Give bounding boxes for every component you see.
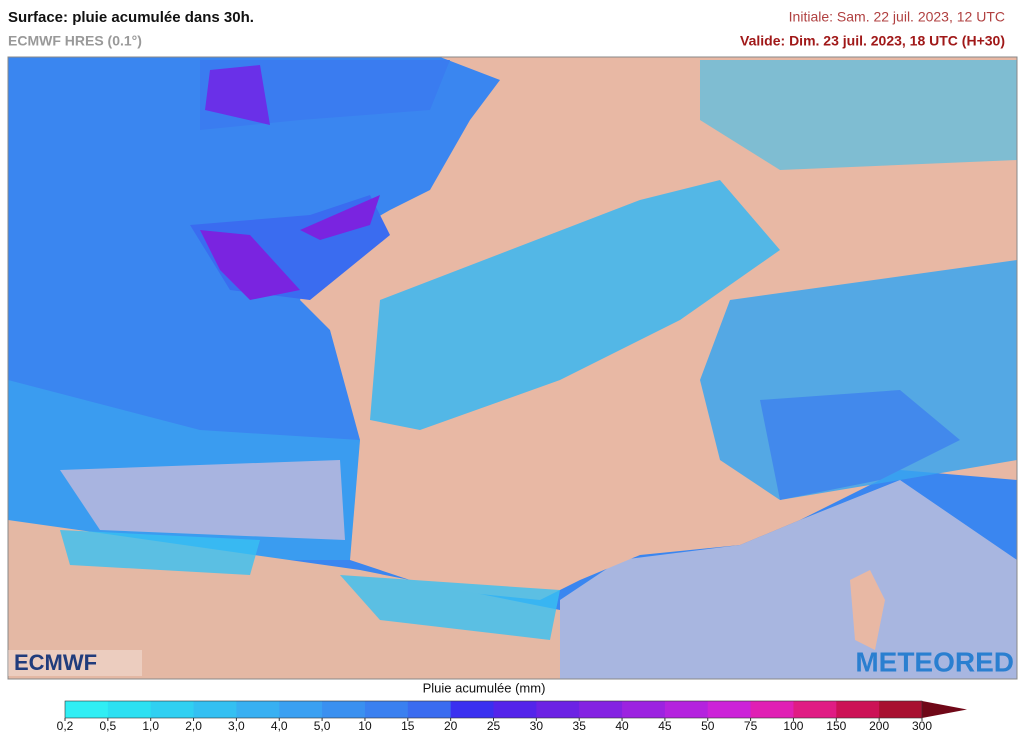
legend-label: 300 [912,719,932,733]
legend-swatch [450,701,494,718]
legend-swatch [707,701,752,718]
legend-arrow [922,701,967,718]
model-name: ECMWF HRES (0.1°) [8,33,142,49]
legend-label: 25 [487,719,501,733]
legend-swatch [493,701,537,718]
legend-label: 50 [701,719,715,733]
legend-swatch [579,701,623,718]
legend-label: 35 [573,719,587,733]
legend-label: 4,0 [271,719,288,733]
legend-swatch [664,701,709,718]
legend-swatch [322,701,366,718]
legend-label: 1,0 [142,719,159,733]
valid-time: Valide: Dim. 23 juil. 2023, 18 UTC (H+30… [740,33,1005,49]
legend-swatch [279,701,323,718]
legend-swatch [193,701,237,718]
legend-swatch [150,701,195,718]
legend-label: 150 [826,719,846,733]
initial-time: Initiale: Sam. 22 juil. 2023, 12 UTC [789,9,1005,25]
legend-swatch [236,701,280,718]
logo-box [8,650,142,676]
logo-meteored: METEORED [855,646,1014,677]
legend-label: 3,0 [228,719,245,733]
legend-label: 40 [615,719,629,733]
legend-label: 75 [744,719,758,733]
legend-swatch [107,701,152,718]
legend-swatch [407,701,452,718]
legend-swatch [364,701,409,718]
legend-label: 20 [444,719,458,733]
legend-label: 45 [658,719,672,733]
legend-label: 10 [358,719,372,733]
legend-swatch [536,701,580,718]
legend-swatch [750,701,794,718]
legend-label: 30 [530,719,544,733]
legend-label: 15 [401,719,415,733]
map [7,56,1018,680]
legend-swatch [836,701,880,718]
legend-title: Pluie acumulée (mm) [423,680,546,695]
legend-swatch [65,701,109,718]
legend-swatch [622,701,666,718]
legend-label: 200 [869,719,889,733]
legend-label: 2,0 [185,719,202,733]
logo-ecmwf: ECMWF [14,650,97,675]
legend-label: 0,5 [100,719,117,733]
legend: 0,2 0,5 1,0 2,0 3,0 4,0 5,0 10 15 20 25 30 35 40 45 50 7… [57,700,967,733]
legend-label: 5,0 [314,719,331,733]
legend-label: 0,2 [57,719,74,733]
legend-swatch [879,701,923,718]
map-title: Surface: pluie acumulée dans 30h. [8,9,254,26]
legend-label: 100 [783,719,803,733]
legend-swatch [793,701,837,718]
